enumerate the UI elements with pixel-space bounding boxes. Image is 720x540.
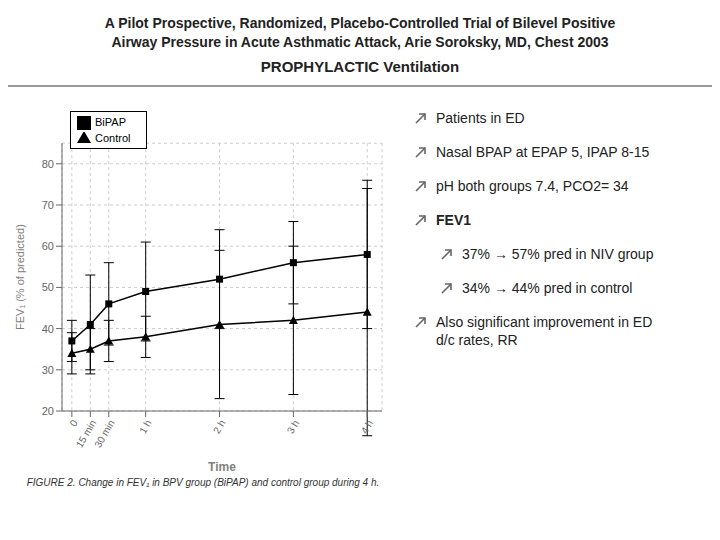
html-text:PROPHYLACTIC Ventilation: PROPHYLACTIC Ventilation <box>260 58 460 75</box>
svg-text:3 h: 3 h <box>285 418 301 436</box>
html-text:A Pilot Prospective, Randomize: A Pilot Prospective, Randomized, Placebo… <box>104 15 616 31</box>
svg-text:1 h: 1 h <box>137 418 153 436</box>
html-text:Patients in ED: Patients in ED <box>436 110 525 126</box>
svg-text:FEV₁ (% of predicted): FEV₁ (% of predicted) <box>14 224 26 330</box>
svg-text:50: 50 <box>42 281 54 293</box>
svg-text:Time: Time <box>208 460 236 474</box>
svg-text:20: 20 <box>42 405 54 417</box>
html-text:BiPAP: BiPAP <box>95 116 126 128</box>
svg-text:15 min: 15 min <box>73 418 99 450</box>
html-text:Control: Control <box>95 132 131 145</box>
html-text:pH both groups 7.4, PCO2= 34: pH both groups 7.4, PCO2= 34 <box>436 178 629 194</box>
html-text:FIGURE 2. Change in FEV₁ in BP: FIGURE 2. Change in FEV₁ in BPV group (B… <box>26 477 380 488</box>
svg-text:2 h: 2 h <box>211 418 227 436</box>
html-text:Airway Pressure in Acute Asthm: Airway Pressure in Acute Asthmatic Attac… <box>111 34 609 50</box>
html-text:Nasal BPAP at EPAP 5, IPAP 8-1: Nasal BPAP at EPAP 5, IPAP 8-15 <box>436 144 650 160</box>
svg-text:60: 60 <box>42 240 54 252</box>
svg-text:0: 0 <box>67 418 80 429</box>
html-text:FEV1: FEV1 <box>436 212 471 228</box>
svg-text:70: 70 <box>42 199 54 211</box>
html-text:34% → 44% pred in control: 34% → 44% pred in control <box>462 280 633 296</box>
svg-text:30 min: 30 min <box>92 418 117 449</box>
svg-text:40: 40 <box>42 323 54 335</box>
svg-text:80: 80 <box>42 158 54 170</box>
html-text:Also significant improvement i: Also significant improvement in ED d/c r… <box>436 314 653 348</box>
svg-text:4 h: 4 h <box>359 418 375 436</box>
html-text:37% → 57% pred in NIV group: 37% → 57% pred in NIV group <box>462 246 654 262</box>
svg-text:30: 30 <box>42 364 54 376</box>
